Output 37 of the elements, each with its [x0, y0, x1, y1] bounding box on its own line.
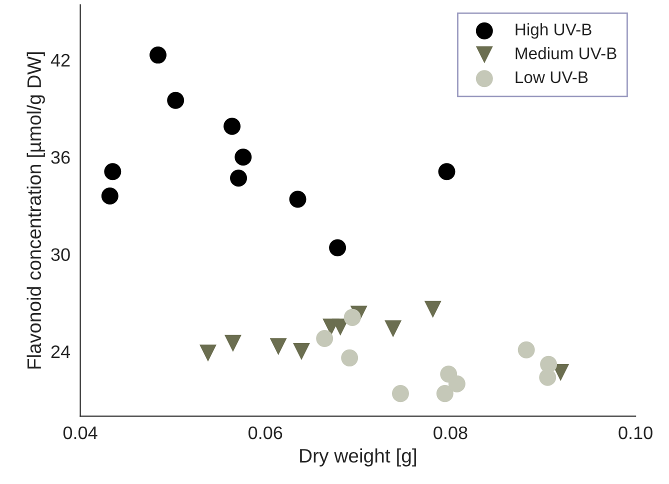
point [167, 92, 184, 109]
point [438, 163, 456, 180]
point [344, 308, 361, 326]
x-tick-label: 0.06 [248, 426, 282, 440]
point [224, 118, 241, 135]
point [436, 385, 454, 402]
y-tick-label: 24 [51, 345, 70, 358]
point [104, 163, 122, 180]
point [150, 46, 167, 64]
point [518, 341, 535, 358]
x-tick-label: 0.04 [63, 426, 98, 440]
y-tick-label: 36 [51, 151, 70, 164]
point [448, 375, 466, 392]
x-tick-label: 0.08 [434, 426, 468, 440]
point [316, 330, 334, 347]
point [270, 338, 287, 356]
point [329, 239, 346, 256]
point [289, 190, 306, 208]
point [234, 148, 252, 166]
y-tick-label: 42 [50, 54, 70, 66]
legend-label: Medium UV-B [516, 47, 616, 60]
point [101, 187, 118, 204]
point [224, 334, 242, 352]
legend-label: High UV-B [516, 23, 592, 39]
y-axis-title: Flavonoid concentration [µmol/g DW] [26, 52, 45, 369]
point [392, 385, 409, 402]
point [384, 320, 402, 338]
point [292, 342, 310, 360]
point [199, 344, 216, 362]
x-tick-label: 0.10 [618, 426, 652, 440]
point [539, 368, 556, 386]
x-axis-title: Dry weight [g] [300, 448, 416, 466]
point [424, 300, 442, 318]
point [341, 349, 358, 366]
y-tick-label: 30 [51, 248, 70, 261]
legend-label: Low UV-B [516, 72, 588, 84]
point [230, 170, 248, 187]
